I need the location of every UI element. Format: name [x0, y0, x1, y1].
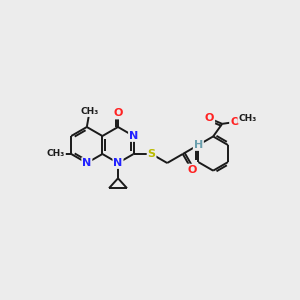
Text: CH₃: CH₃	[238, 114, 256, 123]
Text: CH₃: CH₃	[47, 149, 65, 158]
Text: CH₃: CH₃	[80, 107, 99, 116]
Text: O: O	[113, 109, 123, 118]
Text: O: O	[187, 165, 196, 175]
Text: N: N	[82, 158, 92, 168]
Text: N: N	[129, 131, 138, 141]
Text: O: O	[230, 117, 239, 127]
Text: H: H	[194, 140, 203, 150]
Text: O: O	[205, 113, 214, 124]
Text: S: S	[148, 149, 156, 159]
Text: N: N	[113, 158, 123, 168]
